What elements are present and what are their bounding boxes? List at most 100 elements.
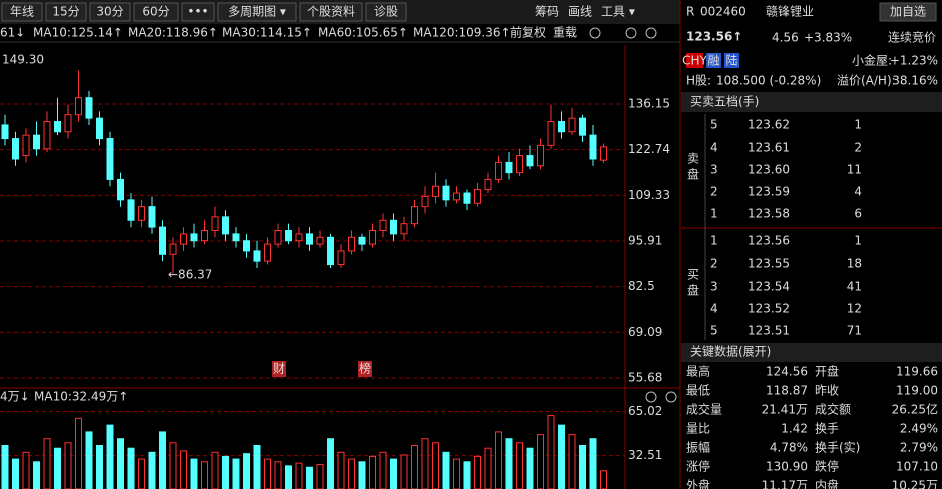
volume-bar <box>453 458 460 489</box>
volume-bar <box>43 438 51 489</box>
candle-body <box>421 195 429 208</box>
tool-button[interactable] <box>89 2 131 22</box>
ma-option[interactable]: 前复权 <box>510 25 546 40</box>
tool-button-label[interactable]: 15分 <box>52 5 79 19</box>
tool-button-label[interactable]: 诊股 <box>374 5 398 19</box>
candle-body <box>327 236 334 266</box>
tool-button[interactable] <box>217 2 297 22</box>
tool-link[interactable]: 工具 ▾ <box>601 5 635 19</box>
volume-bar <box>159 431 166 489</box>
key-label: 成交量 <box>686 402 722 417</box>
candle-body <box>379 219 387 231</box>
candle-body <box>12 138 19 160</box>
volume-bar <box>33 461 40 489</box>
stock-code: 002460 <box>700 5 746 19</box>
key-label: 最低 <box>686 384 710 398</box>
tool-button[interactable] <box>181 2 215 22</box>
tool-link[interactable]: 筹码 <box>535 5 559 19</box>
tool-button-label[interactable]: 多周期图 ▾ <box>228 5 286 19</box>
book-volume: 41 <box>847 280 862 294</box>
key-label: 量比 <box>686 422 710 436</box>
book-volume: 1 <box>854 118 862 132</box>
key-value: 21.41万 <box>762 403 808 417</box>
badge <box>706 53 721 68</box>
book-volume: 11 <box>847 163 862 177</box>
event-label[interactable]: 财 <box>273 362 285 376</box>
volume-bar <box>148 451 156 489</box>
add-button[interactable] <box>879 2 937 22</box>
ma-option[interactable]: 重载 <box>553 26 577 40</box>
book-level: 5 <box>710 118 718 132</box>
volume-bar <box>190 458 198 489</box>
candle-body <box>463 192 471 204</box>
book-price: 123.62 <box>748 118 790 132</box>
volume-bar <box>316 464 324 489</box>
tool-button[interactable] <box>1 2 43 22</box>
tool-link[interactable]: 画线 <box>568 5 592 19</box>
tool-button[interactable] <box>365 2 407 22</box>
key-label: 开盘 <box>815 364 839 379</box>
key-value: 130.90 <box>766 460 808 474</box>
book-volume: 18 <box>847 257 862 271</box>
sector-pct: +1.23% <box>890 54 938 68</box>
premium-label: 溢价(A/H): <box>837 74 896 88</box>
volume-bar <box>432 442 439 489</box>
volume-bar <box>232 458 240 489</box>
key-label: 最高 <box>686 364 710 379</box>
y-tick-label: 136.15 <box>628 97 670 111</box>
candle-body <box>495 161 502 180</box>
candle-body <box>190 233 198 242</box>
volume-bar <box>243 453 250 489</box>
book-level: 4 <box>710 302 718 316</box>
book-price: 123.52 <box>748 302 790 316</box>
icon[interactable] <box>645 27 657 39</box>
add-button-label[interactable]: 加自选 <box>890 5 926 19</box>
candle-body <box>295 233 303 242</box>
book-level: 5 <box>710 324 718 338</box>
tool-button-label[interactable]: 30分 <box>96 5 123 19</box>
volume-bar <box>169 442 177 489</box>
volume-bar <box>54 447 61 489</box>
volume-bar <box>201 461 208 489</box>
tool-button-label[interactable]: 60分 <box>142 5 169 19</box>
volume-bar <box>390 458 397 489</box>
candle-body <box>474 189 481 204</box>
key-label: 成交额 <box>815 402 851 417</box>
volume-bar <box>474 455 481 489</box>
candle-body <box>526 155 534 167</box>
volume-bar <box>411 445 418 489</box>
volume-bar <box>442 451 450 489</box>
tool-button[interactable] <box>45 2 87 22</box>
badge-label: 陆 <box>725 53 737 68</box>
candle-body <box>316 236 324 245</box>
book-price: 123.60 <box>748 163 790 177</box>
icon[interactable] <box>665 391 677 403</box>
candle-body <box>54 121 61 133</box>
book-price: 123.61 <box>748 141 790 155</box>
volume-bar <box>285 465 292 489</box>
icon[interactable] <box>645 391 657 403</box>
tool-button[interactable] <box>133 2 179 22</box>
status: 连续竞价 <box>888 30 936 45</box>
candle-body <box>306 233 313 245</box>
event-badge[interactable] <box>358 361 372 377</box>
tool-button-label[interactable]: 年线 <box>10 5 34 19</box>
tool-button[interactable] <box>299 2 363 22</box>
ma-label: MA60:105.65↑ <box>318 26 408 40</box>
tool-button-label[interactable]: ••• <box>187 5 208 19</box>
candle-body <box>33 134 40 150</box>
book-volume: 6 <box>854 207 862 221</box>
candle-body <box>222 216 229 235</box>
icon[interactable] <box>589 27 601 39</box>
tool-button-label[interactable]: 个股资料 <box>307 5 355 19</box>
volume-bar <box>127 447 135 489</box>
event-label[interactable]: 榜 <box>359 361 371 376</box>
volume-bar <box>516 442 523 489</box>
icon[interactable] <box>625 27 637 39</box>
event-badge[interactable] <box>272 361 286 377</box>
candle-body <box>211 216 219 231</box>
book-level: 3 <box>710 163 718 177</box>
volume-bar <box>64 442 72 489</box>
